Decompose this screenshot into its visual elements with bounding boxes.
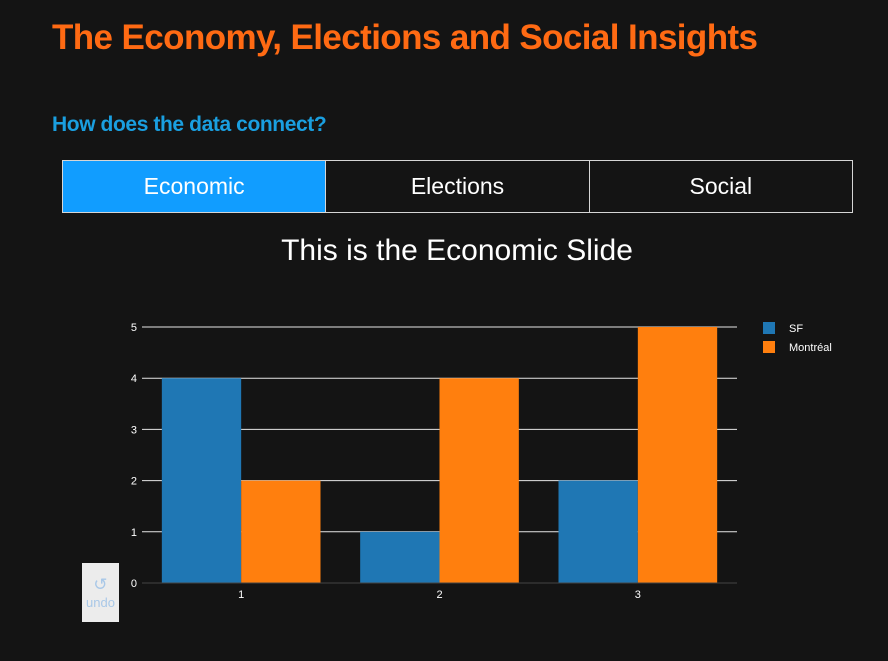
tab-social[interactable]: Social (588, 161, 852, 212)
undo-button[interactable]: ↺ undo (82, 563, 119, 622)
legend-swatch-0 (763, 322, 775, 334)
undo-icon: ↺ (93, 574, 108, 594)
legend-label-0: SF (789, 323, 803, 335)
bar-sf-1 (161, 378, 242, 583)
page-title: The Economy, Elections and Social Insigh… (52, 18, 758, 57)
tab-elections[interactable]: Elections (325, 161, 589, 212)
y-tick-label: 1 (131, 527, 137, 539)
x-tick-label: 2 (436, 589, 442, 601)
slide-title: This is the Economic Slide (281, 234, 633, 267)
bar-montral-3 (637, 327, 718, 583)
bar-montral-2 (439, 378, 519, 583)
tab-bar: Economic Elections Social (62, 160, 853, 213)
x-tick-label: 3 (635, 589, 641, 601)
x-tick-label: 1 (238, 589, 244, 601)
page-subtitle: How does the data connect? (52, 113, 327, 136)
y-tick-label: 5 (131, 322, 137, 334)
y-tick-label: 0 (131, 578, 137, 590)
bar-sf-2 (360, 531, 440, 583)
tab-economic[interactable]: Economic (63, 161, 326, 212)
legend-swatch-1 (763, 341, 775, 353)
legend-label-1: Montréal (789, 342, 832, 354)
y-tick-label: 3 (131, 424, 137, 436)
y-tick-label: 4 (131, 373, 137, 385)
bar-sf-3 (558, 480, 638, 583)
y-tick-label: 2 (131, 476, 137, 488)
bar-montral-1 (241, 480, 321, 583)
undo-label: undo (86, 594, 115, 610)
